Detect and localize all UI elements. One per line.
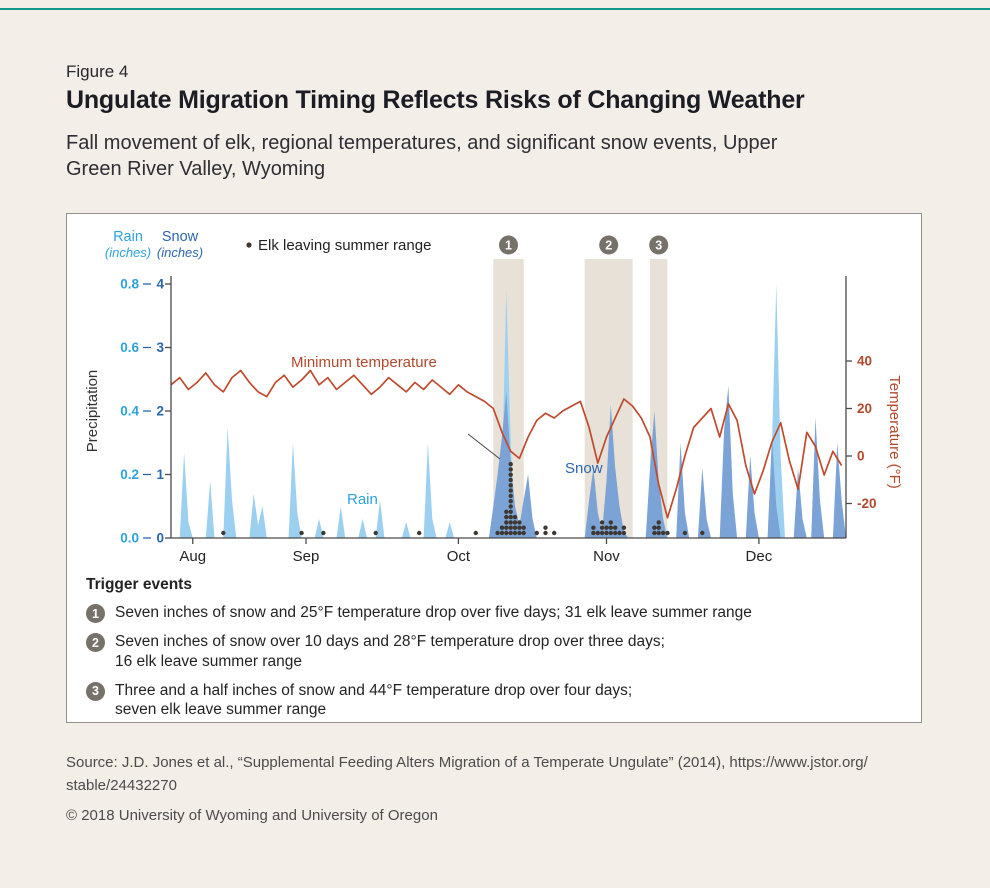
svg-text:0.4: 0.4 (120, 404, 139, 419)
trigger-event-2: 2 Seven inches of snow over 10 days and 2… (86, 632, 903, 672)
chart-panel: 1 2 3 0.0 0 0.2 1 0.4 2 0.6 3 0.8 4 40 20 0 -20 Aug Sep Oct… (66, 213, 922, 723)
top-accent-rule (0, 8, 990, 10)
svg-text:0.2: 0.2 (120, 467, 139, 482)
subtitle-line-1: Fall movement of elk, regional temperatu… (66, 132, 778, 154)
rain-series-label: Rain (347, 491, 378, 508)
migration-chart: 1 2 3 0.0 0 0.2 1 0.4 2 0.6 3 0.8 4 40 20 0 -20 Aug Sep Oct… (84, 229, 903, 565)
svg-text:0.0: 0.0 (120, 531, 139, 546)
svg-text:3: 3 (655, 239, 662, 253)
event-badge-1 (499, 235, 518, 255)
source-citation: Source: J.D. Jones et al., “Supplemental… (66, 752, 938, 797)
svg-text:1: 1 (156, 467, 164, 482)
svg-text:0: 0 (857, 449, 865, 464)
elk-departure-dots (221, 461, 705, 536)
svg-text:Dec: Dec (746, 548, 773, 565)
svg-text:3: 3 (156, 340, 164, 355)
copyright-line: © 2018 University of Wyoming and Univers… (66, 807, 438, 824)
figure-number: Figure 4 (66, 62, 129, 81)
temperature-series-label: Minimum temperature (291, 354, 437, 371)
trigger-event-1: 1 Seven inches of snow and 25°F temperatu… (86, 603, 903, 623)
trigger-events-list: 1 Seven inches of snow and 25°F temperatu… (86, 603, 903, 720)
event-badge-2 (599, 235, 619, 255)
svg-text:1: 1 (505, 239, 512, 253)
figure-subtitle: Fall movement of elk, regional temperatu… (66, 130, 936, 183)
svg-text:40: 40 (857, 354, 872, 369)
svg-text:Snow: Snow (162, 229, 199, 245)
precipitation-axis-title: Precipitation (84, 370, 101, 453)
trigger-badge-1: 1 (86, 604, 105, 623)
svg-text:-20: -20 (857, 496, 877, 511)
svg-text:20: 20 (857, 401, 872, 416)
svg-text:4: 4 (156, 277, 164, 292)
annotation-pointer-line (467, 433, 501, 460)
source-line-1: Source: J.D. Jones et al., “Supplemental… (66, 754, 868, 771)
event-highlight-bands: 1 2 3 (493, 235, 669, 538)
rain-series (171, 284, 785, 538)
chart-labels: Rain(inches)Snow(inches) Elk leaving summ… (84, 229, 903, 508)
svg-text:2: 2 (156, 404, 164, 419)
trigger-events-header: Trigger events (86, 576, 192, 593)
snow-series (488, 385, 846, 538)
svg-text:(inches): (inches) (105, 245, 151, 260)
event-badge-3 (649, 235, 669, 255)
elk-legend-dot-icon (246, 242, 252, 248)
source-line-2: stable/24432270 (66, 776, 177, 794)
figure-title: Ungulate Migration Timing Reflects Risks… (66, 86, 805, 114)
axes: 0.0 0 0.2 1 0.4 2 0.6 3 0.8 4 40 20 0 -20 Aug Sep Oct Nov… (120, 276, 877, 565)
svg-text:0.6: 0.6 (120, 340, 139, 355)
trigger-text-3: Three and a half inches of snow and 44°F… (115, 681, 633, 719)
trigger-text-1: Seven inches of snow and 25°F temperatur… (115, 604, 752, 621)
svg-text:Nov: Nov (593, 548, 620, 565)
temperature-axis-title: Temperature (°F) (886, 375, 903, 489)
trigger-event-3: 3 Three and a half inches of snow and 44°… (86, 681, 903, 721)
trigger-badge-2: 2 (86, 633, 105, 652)
svg-text:Rain: Rain (113, 229, 143, 245)
svg-text:(inches): (inches) (157, 245, 203, 260)
svg-text:2: 2 (605, 239, 612, 253)
subtitle-line-2: Green River Valley, Wyoming (66, 158, 326, 181)
svg-text:Oct: Oct (447, 548, 471, 565)
elk-legend-label: Elk leaving summer range (258, 237, 431, 254)
trigger-events-section: Trigger events 1 Seven inches of snow and… (67, 570, 921, 720)
trigger-badge-3: 3 (86, 681, 105, 701)
svg-text:0: 0 (156, 531, 164, 546)
snow-series-label: Snow (565, 460, 603, 477)
temperature-series (170, 369, 843, 519)
svg-text:Aug: Aug (179, 548, 206, 565)
svg-text:0.8: 0.8 (120, 277, 139, 292)
trigger-text-2: Seven inches of snow over 10 days and 28… (115, 633, 665, 670)
svg-text:Sep: Sep (293, 548, 320, 565)
